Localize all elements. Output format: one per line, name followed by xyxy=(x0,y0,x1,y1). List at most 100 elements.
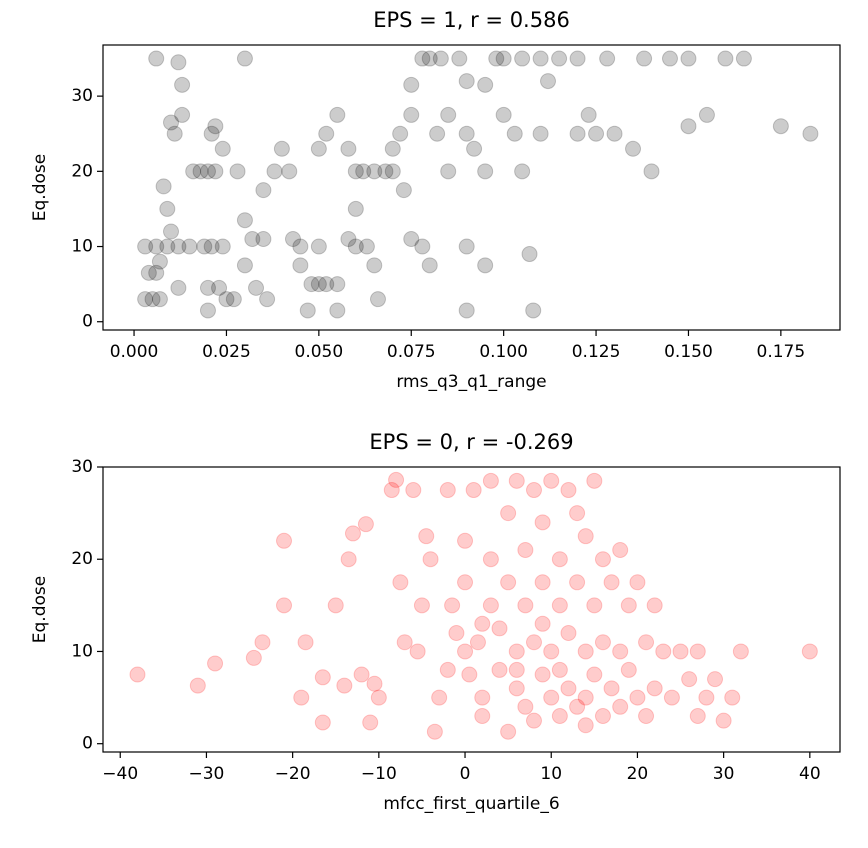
point xyxy=(680,50,697,67)
point xyxy=(403,106,420,123)
y-tick-label: 20 xyxy=(71,549,93,569)
point xyxy=(491,620,508,637)
point xyxy=(327,597,344,614)
point xyxy=(392,574,409,591)
point xyxy=(174,76,191,93)
point xyxy=(254,634,271,651)
point xyxy=(207,118,224,135)
point xyxy=(431,689,448,706)
point xyxy=(329,106,346,123)
point xyxy=(525,634,542,651)
point xyxy=(144,291,161,308)
point xyxy=(203,125,220,142)
point xyxy=(661,50,678,67)
point xyxy=(495,50,512,67)
point xyxy=(672,643,689,660)
point xyxy=(377,163,394,180)
point xyxy=(551,50,568,67)
x-tick-label: 0.025 xyxy=(202,342,251,362)
x-tick-label: 0 xyxy=(460,764,471,784)
x-tick-label: 0.050 xyxy=(295,342,344,362)
point xyxy=(638,634,655,651)
point xyxy=(329,302,346,319)
point xyxy=(151,291,168,308)
point xyxy=(355,163,372,180)
point xyxy=(292,257,309,274)
point xyxy=(646,597,663,614)
point xyxy=(429,125,446,142)
point xyxy=(384,163,401,180)
point xyxy=(366,163,383,180)
point xyxy=(174,106,191,123)
point xyxy=(500,574,517,591)
point xyxy=(735,50,752,67)
point xyxy=(586,597,603,614)
x-tick-label: 30 xyxy=(713,764,735,784)
point xyxy=(506,125,523,142)
point xyxy=(214,140,231,157)
point xyxy=(236,257,253,274)
point xyxy=(457,532,474,549)
point xyxy=(440,106,457,123)
point xyxy=(403,76,420,93)
point xyxy=(163,223,180,240)
point xyxy=(689,643,706,660)
point xyxy=(276,532,293,549)
point xyxy=(521,246,538,263)
point xyxy=(199,302,216,319)
point xyxy=(500,505,517,522)
x-tick-label: 10 xyxy=(540,764,562,784)
point xyxy=(495,106,512,123)
point xyxy=(344,525,361,542)
point xyxy=(181,238,198,255)
point xyxy=(432,50,449,67)
point xyxy=(474,689,491,706)
point xyxy=(421,257,438,274)
point xyxy=(801,643,818,660)
point xyxy=(199,163,216,180)
point xyxy=(612,542,629,559)
point xyxy=(409,643,426,660)
point xyxy=(646,680,663,697)
y-axis-label: Eq.dose xyxy=(30,576,50,643)
y-tick-label: 30 xyxy=(71,457,93,477)
point xyxy=(482,597,499,614)
point xyxy=(612,698,629,715)
point xyxy=(457,574,474,591)
point xyxy=(560,482,577,499)
point xyxy=(292,238,309,255)
point xyxy=(140,264,157,281)
point xyxy=(229,163,246,180)
point xyxy=(620,661,637,678)
point xyxy=(414,238,431,255)
x-tick-label: 0.150 xyxy=(664,342,713,362)
x-tick-label: 0.175 xyxy=(757,342,806,362)
point xyxy=(329,276,346,293)
point xyxy=(426,723,443,740)
point xyxy=(259,291,276,308)
point xyxy=(255,231,272,248)
point xyxy=(477,163,494,180)
point xyxy=(422,551,439,568)
point xyxy=(170,54,187,71)
point xyxy=(358,238,375,255)
x-axis-label: rms_q3_q1_range xyxy=(396,372,546,392)
point xyxy=(543,643,560,660)
point xyxy=(189,677,206,694)
point xyxy=(218,291,235,308)
point xyxy=(534,514,551,531)
point xyxy=(508,472,525,489)
point xyxy=(297,634,314,651)
point xyxy=(534,615,551,632)
point xyxy=(225,291,242,308)
point xyxy=(236,212,253,229)
point xyxy=(236,50,253,67)
point xyxy=(517,597,534,614)
point xyxy=(192,163,209,180)
point xyxy=(508,661,525,678)
point xyxy=(620,597,637,614)
point xyxy=(517,698,534,715)
point xyxy=(303,276,320,293)
point xyxy=(396,634,413,651)
point xyxy=(439,661,456,678)
